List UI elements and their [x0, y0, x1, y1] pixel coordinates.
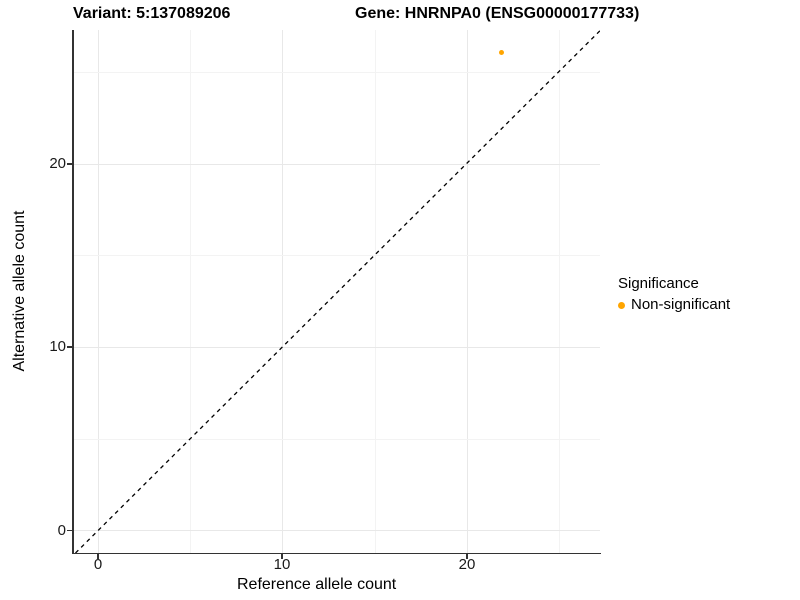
gridline-major-y20: [73, 164, 600, 165]
x-tick-10: [281, 553, 283, 559]
y-tick-label-10: 10: [49, 338, 66, 355]
data-point-non-significant: [498, 49, 504, 55]
y-tick-label-20: 20: [49, 155, 66, 172]
y-tick-10: [67, 346, 72, 348]
legend-item-label: Non-significant: [631, 296, 731, 313]
x-axis-title: Reference allele count: [237, 576, 397, 593]
legend: Significance Non-significant: [618, 275, 730, 314]
x-tick-0: [97, 553, 99, 559]
gridline-major-x0: [98, 30, 99, 553]
x-axis-line: [72, 552, 601, 554]
identity-dashed-line: [75, 30, 600, 553]
gridline-minor-x5: [190, 30, 191, 553]
gridline-minor-x15: [375, 30, 376, 553]
y-axis-title: Alternative allele count: [11, 210, 28, 372]
gridline-major-y0: [73, 530, 600, 531]
x-tick-label-0: 0: [93, 556, 103, 573]
gridline-minor-y25: [73, 72, 600, 73]
x-tick-20: [466, 553, 468, 559]
plot-title-gene: Gene: HNRNPA0 (ENSG00000177733): [355, 5, 640, 22]
legend-title: Significance: [618, 275, 699, 292]
legend-item-non-significant: Non-significant: [618, 296, 730, 314]
y-tick-0: [67, 529, 72, 532]
gridline-minor-x25: [559, 30, 560, 553]
x-tick-label-10: 10: [273, 556, 291, 573]
gridline-major-y10: [73, 347, 600, 348]
plot-panel: [73, 30, 600, 553]
y-axis-line: [72, 30, 74, 554]
y-tick-label-0: 0: [57, 521, 66, 539]
x-tick-label-20: 20: [458, 556, 476, 573]
gridline-major-x20: [467, 30, 468, 553]
orange-dot-icon: [618, 301, 625, 309]
gridline-minor-y5: [73, 439, 600, 440]
gridline-major-x10: [282, 30, 283, 553]
gridline-minor-y15: [73, 255, 600, 256]
y-tick-20: [67, 163, 72, 165]
plot-title-variant: Variant: 5:137089206: [73, 5, 231, 22]
